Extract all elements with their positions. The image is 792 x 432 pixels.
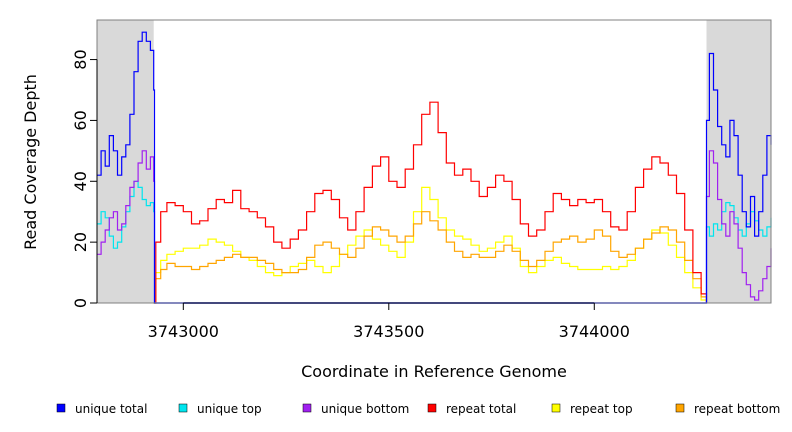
y-tick-label: 80 bbox=[71, 49, 90, 69]
axes: 3743000 3743500 3744000 0 20 40 60 80 bbox=[71, 49, 630, 341]
series-line-unique-bottom bbox=[97, 150, 772, 304]
y-tick-label: 20 bbox=[71, 232, 90, 252]
legend-item-repeat-top: repeat top bbox=[551, 402, 633, 416]
legend-swatch bbox=[675, 403, 685, 413]
legend-swatch bbox=[302, 403, 312, 413]
plot-frame bbox=[96, 19, 772, 304]
y-axis-title: Read Coverage Depth bbox=[21, 74, 40, 250]
series-line-repeat-total bbox=[153, 101, 708, 304]
legend-swatch bbox=[551, 403, 561, 413]
x-tick-label: 3744000 bbox=[559, 322, 630, 341]
legend-label: unique total bbox=[75, 402, 147, 416]
x-tick-label: 3743000 bbox=[148, 322, 219, 341]
legend-swatch bbox=[427, 403, 437, 413]
legend-item-unique-bottom: unique bottom bbox=[302, 402, 409, 416]
legend-item-repeat-total: repeat total bbox=[427, 402, 516, 416]
legend-item-unique-total: unique total bbox=[56, 402, 147, 416]
series-lines bbox=[97, 31, 772, 304]
legend-item-unique-top: unique top bbox=[178, 402, 262, 416]
y-tick-label: 60 bbox=[71, 110, 90, 130]
legend-item-repeat-bottom: repeat bottom bbox=[675, 402, 780, 416]
legend-swatch bbox=[56, 403, 66, 413]
x-tick-label: 3743500 bbox=[353, 322, 424, 341]
y-tick-label: 40 bbox=[71, 171, 90, 191]
legend-label: unique bottom bbox=[321, 402, 409, 416]
series-line-unique-total bbox=[97, 31, 772, 304]
series-line-repeat-bottom bbox=[153, 211, 708, 304]
y-tick-label: 0 bbox=[71, 298, 90, 308]
shaded-regions bbox=[97, 20, 771, 303]
legend-label: unique top bbox=[197, 402, 262, 416]
legend-swatch bbox=[178, 403, 188, 413]
legend-label: repeat top bbox=[570, 402, 633, 416]
legend-label: repeat bottom bbox=[694, 402, 780, 416]
series-line-repeat-top bbox=[153, 186, 708, 304]
x-axis-title: Coordinate in Reference Genome bbox=[301, 362, 567, 381]
shaded-region-2 bbox=[706, 20, 771, 303]
legend-label: repeat total bbox=[446, 402, 516, 416]
shaded-region-1 bbox=[97, 20, 154, 303]
legend: unique total unique top unique bottom repea… bbox=[56, 402, 780, 416]
